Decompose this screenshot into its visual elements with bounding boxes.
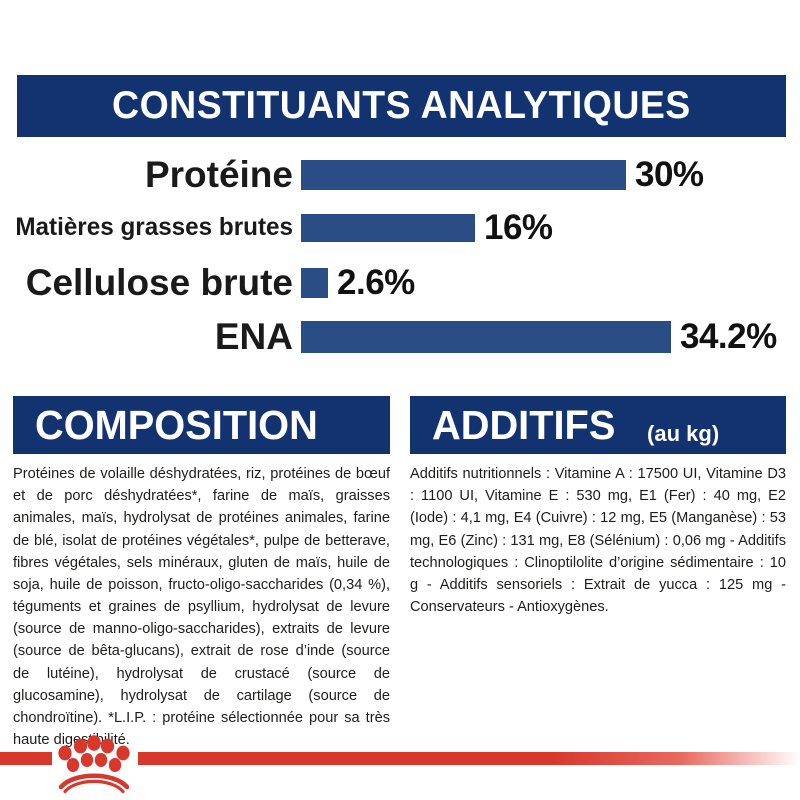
bar-value-ena: 34.2% [680, 317, 777, 356]
royal-canin-crown-icon [58, 735, 130, 794]
composition-banner: COMPOSITION [13, 396, 390, 454]
composition-body-text: Protéines de volaille déshydratées, riz,… [13, 466, 390, 749]
chart-bar-row: Protéine 30% [0, 156, 800, 193]
chart-bar-row: ENA 34.2% [0, 318, 800, 355]
footer-rule-left [0, 752, 52, 765]
additives-body-text: Additifs nutritionnels : Vitamine A : 17… [410, 466, 786, 616]
additives-title: ADDITIFS [432, 401, 616, 448]
footer-rule-right [138, 752, 800, 765]
bar-fill-ena [301, 320, 671, 353]
bar-label-cellulose-brute: Cellulose brute [25, 262, 293, 303]
bar-fill-matieres-grasses-brutes [301, 213, 475, 242]
analytical-constituents-banner: CONSTITUANTS ANALYTIQUES [17, 75, 786, 137]
additives-banner: ADDITIFS (au kg) [410, 396, 786, 454]
page-title: CONSTITUANTS ANALYTIQUES [112, 84, 691, 127]
composition-title: COMPOSITION [35, 401, 318, 448]
bar-fill-cellulose-brute [301, 267, 328, 298]
chart-bar-row: Matières grasses brutes 16% [0, 210, 800, 245]
additives-subtitle: (au kg) [647, 421, 720, 446]
bar-value-cellulose-brute: 2.6% [337, 263, 415, 302]
bar-track: 2.6% [293, 265, 800, 300]
bar-label-matieres-grasses-brutes: Matières grasses brutes [15, 213, 293, 241]
bar-value-proteine: 30% [635, 155, 704, 194]
bar-track: 30% [293, 157, 800, 192]
composition-section: COMPOSITION Protéines de volaille déshyd… [13, 396, 390, 751]
analytical-constituents-chart: Protéine 30% Matières grasses brutes 16%… [0, 150, 800, 365]
chart-bar-row: Cellulose brute 2.6% [0, 264, 800, 301]
bar-label-proteine: Protéine [144, 154, 293, 195]
bar-label-ena: ENA [214, 316, 293, 357]
bar-track: 34.2% [293, 319, 800, 354]
bar-fill-proteine [301, 159, 626, 190]
bar-value-matieres-grasses-brutes: 16% [484, 208, 553, 247]
additives-section: ADDITIFS (au kg) Additifs nutritionnels … [410, 396, 786, 618]
footer [0, 730, 800, 800]
bar-track: 16% [293, 210, 800, 245]
